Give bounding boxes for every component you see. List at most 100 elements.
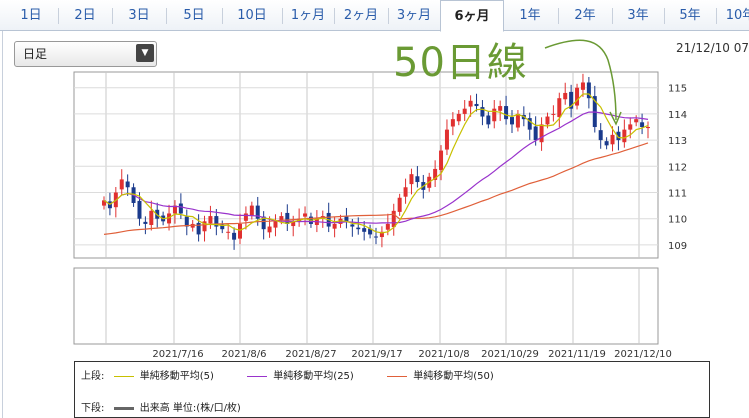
tab-13[interactable]: 10年 bbox=[725, 8, 749, 23]
candle-body bbox=[527, 118, 532, 130]
x-tick-label: 2021/8/6 bbox=[222, 349, 267, 360]
annotation-arrowhead bbox=[609, 111, 622, 126]
candle-body bbox=[433, 168, 438, 180]
candle-body bbox=[362, 228, 367, 232]
candle-body bbox=[486, 115, 491, 125]
tab-11[interactable]: 3年 bbox=[627, 8, 649, 23]
candle-body bbox=[184, 216, 189, 227]
tab-12[interactable]: 5年 bbox=[679, 8, 701, 23]
candle-body bbox=[149, 210, 154, 225]
x-tick-label: 2021/7/16 bbox=[152, 349, 203, 360]
candle-body bbox=[480, 107, 485, 117]
legend-ma5: 単純移動平均(5) bbox=[139, 371, 214, 382]
candle-body bbox=[249, 205, 254, 216]
candle-body bbox=[178, 203, 183, 214]
candle-body bbox=[456, 113, 461, 122]
tab-2[interactable]: 3日 bbox=[128, 8, 150, 23]
candle-body bbox=[220, 224, 225, 230]
tab-6[interactable]: 2ヶ月 bbox=[343, 8, 379, 23]
candle-body bbox=[356, 227, 361, 230]
candle-body bbox=[320, 216, 325, 218]
y-tick-label: 112 bbox=[668, 162, 687, 173]
candle-body bbox=[273, 221, 278, 228]
tab-3[interactable]: 5日 bbox=[183, 8, 205, 23]
candle-body bbox=[368, 228, 373, 235]
candle-body bbox=[510, 117, 514, 125]
candle-body bbox=[285, 212, 290, 224]
tab-separator bbox=[334, 8, 335, 24]
candle-body bbox=[622, 129, 627, 143]
candle-body bbox=[634, 119, 639, 123]
candle-body bbox=[468, 100, 473, 107]
legend-lower-label: 下段: bbox=[81, 403, 105, 414]
tab-7[interactable]: 3ヶ月 bbox=[396, 8, 432, 23]
tab-separator bbox=[664, 8, 665, 24]
candle-body bbox=[125, 181, 130, 188]
candle-body bbox=[610, 134, 615, 145]
candle-body bbox=[291, 221, 296, 227]
tab-4[interactable]: 10日 bbox=[237, 8, 267, 23]
legend-line-ma5 bbox=[113, 375, 134, 377]
candle-body bbox=[214, 216, 219, 227]
candle-body bbox=[616, 131, 621, 141]
tab-separator bbox=[388, 8, 389, 24]
tab-separator bbox=[716, 8, 717, 24]
candle-body bbox=[196, 222, 201, 235]
candle-body bbox=[332, 223, 337, 229]
candle-body bbox=[409, 174, 414, 185]
tab-separator bbox=[166, 8, 167, 24]
tab-separator bbox=[558, 8, 559, 24]
candle-body bbox=[243, 213, 248, 221]
candle-body bbox=[403, 187, 408, 197]
tab-1[interactable]: 2日 bbox=[74, 8, 96, 23]
candle-body bbox=[415, 176, 420, 183]
x-tick-label: 2021/8/27 bbox=[285, 349, 336, 360]
ma25-line bbox=[103, 111, 649, 224]
tab-separator bbox=[58, 8, 59, 24]
y-tick-label: 113 bbox=[668, 136, 687, 147]
candle-body bbox=[374, 236, 378, 238]
candle-body bbox=[119, 179, 124, 190]
candle-body bbox=[232, 232, 237, 240]
legend-volume: 出来高 単位:(株/口/枚) bbox=[139, 403, 241, 414]
candle-body bbox=[172, 205, 177, 214]
chart-type-select[interactable]: 日足 ▼ bbox=[14, 41, 157, 67]
candle-body bbox=[238, 223, 242, 239]
chevron-down-icon[interactable]: ▼ bbox=[136, 44, 154, 62]
candle-body bbox=[261, 216, 266, 230]
legend-ma25: 単純移動平均(25) bbox=[273, 371, 354, 382]
tab-0[interactable]: 1日 bbox=[20, 8, 42, 23]
tab-10[interactable]: 2年 bbox=[574, 8, 596, 23]
candle-body bbox=[598, 130, 603, 141]
chart-legend: 上段: 単純移動平均(5) 単純移動平均(25) 単純移動平均(50) 下段: … bbox=[74, 361, 710, 418]
candle-body bbox=[515, 113, 520, 128]
x-tick-label: 2021/9/17 bbox=[351, 349, 402, 360]
legend-upper-label: 上段: bbox=[81, 371, 105, 382]
candle-body bbox=[586, 82, 591, 99]
y-tick-label: 115 bbox=[668, 84, 687, 95]
candle-body bbox=[575, 87, 580, 106]
candle-body bbox=[350, 224, 355, 227]
x-tick-label: 2021/12/10 bbox=[614, 349, 672, 360]
candle-body bbox=[545, 116, 550, 125]
candle-body bbox=[474, 103, 479, 107]
x-tick-label: 2021/10/29 bbox=[481, 349, 539, 360]
y-tick-label: 111 bbox=[668, 189, 687, 200]
tab-8[interactable]: 6ヶ月 bbox=[440, 0, 504, 32]
tab-separator bbox=[282, 8, 283, 24]
chart-panel bbox=[2, 31, 748, 418]
candle-body bbox=[580, 82, 585, 90]
candle-body bbox=[539, 124, 544, 143]
candle-body bbox=[167, 213, 172, 224]
candle-body bbox=[492, 108, 497, 122]
ma5-line bbox=[103, 93, 649, 234]
tab-separator bbox=[222, 8, 223, 24]
volume-plot-frame bbox=[73, 267, 659, 345]
period-tab-bar: 1日 2日 3日 5日 10日 1ヶ月 2ヶ月 3ヶ月 6ヶ月 1年 2年 3年 5年 10年 bbox=[0, 0, 749, 32]
candle-body bbox=[444, 129, 449, 150]
candle-body bbox=[344, 216, 349, 222]
x-tick-label: 2021/10/8 bbox=[418, 349, 469, 360]
candle-body bbox=[102, 200, 106, 206]
tab-9[interactable]: 1年 bbox=[519, 8, 541, 23]
tab-5[interactable]: 1ヶ月 bbox=[290, 8, 326, 23]
